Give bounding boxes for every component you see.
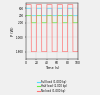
X-axis label: Time (s): Time (s) [45,66,59,70]
Y-axis label: P (W): P (W) [11,26,15,36]
Legend: Full load (1.000 kp), Half load (1.000 kp), No load (1.000 kp): Full load (1.000 kp), Half load (1.000 k… [36,78,68,94]
